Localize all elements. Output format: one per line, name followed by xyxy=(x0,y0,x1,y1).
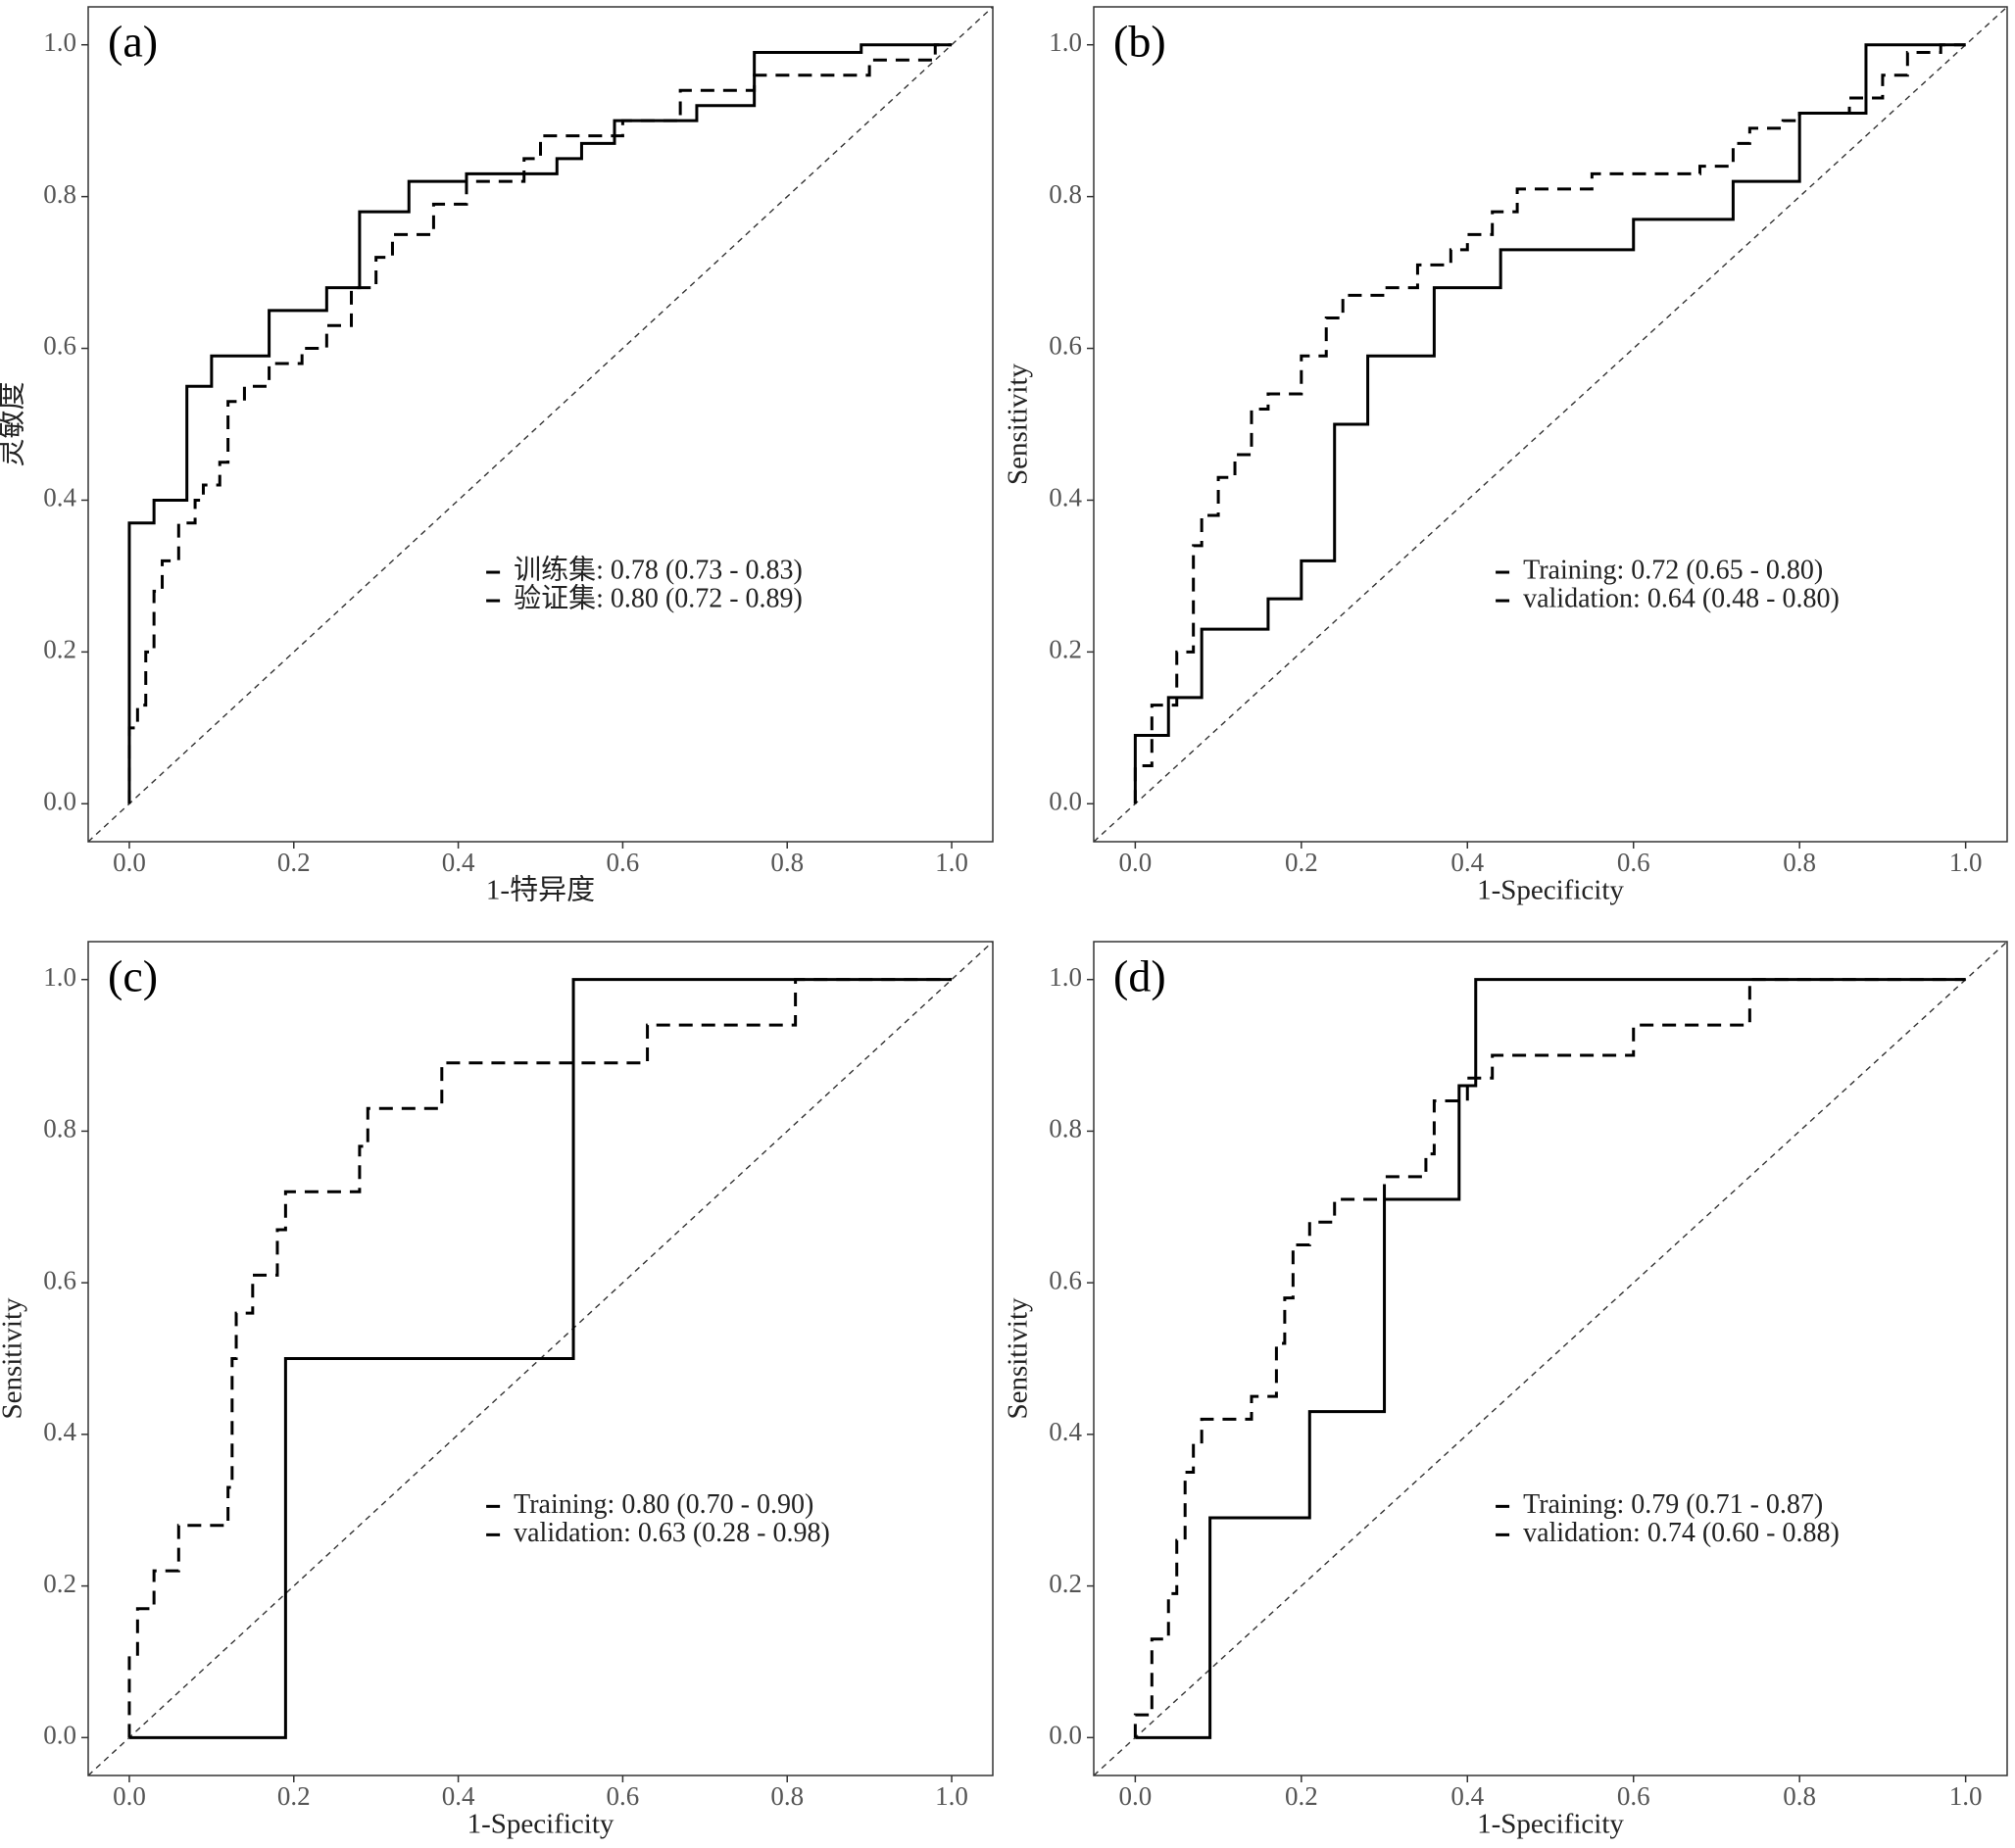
y-tick-label: 0.0 xyxy=(1049,786,1082,815)
y-axis-label: Sensitivity xyxy=(0,1297,28,1420)
x-tick-label: 0.2 xyxy=(277,848,311,877)
legend-label: Training: 0.79 (0.71 - 0.87) xyxy=(1523,1489,1823,1520)
y-axis-label: Sensitivity xyxy=(1003,363,1034,485)
roc-curve xyxy=(1133,43,1966,804)
panel-title: (d) xyxy=(1113,951,1166,1001)
x-tick-label: 1.0 xyxy=(1949,848,1983,877)
x-tick-label: 0.2 xyxy=(1285,1781,1318,1811)
y-tick-label: 0.4 xyxy=(1049,483,1082,512)
panel-title: (c) xyxy=(108,951,158,1001)
y-tick-label: 1.0 xyxy=(43,27,76,57)
x-axis-label: 1-特异度 xyxy=(486,874,595,906)
x-tick-label: 1.0 xyxy=(935,1781,968,1811)
legend-label: 验证集: 0.80 (0.72 - 0.89) xyxy=(514,582,803,613)
panel: 0.0 0.2 0.4 0.6 0.8 1.0 0.0 0.2 0.4 0.6 0.8 1.0 1-Sp… xyxy=(1003,941,2008,1840)
x-tick-label: 0.0 xyxy=(1118,1781,1152,1811)
y-tick-label: 0.8 xyxy=(43,179,76,209)
x-tick-label: 1.0 xyxy=(1949,1781,1983,1811)
y-tick-label: 1.0 xyxy=(43,962,76,992)
x-tick-label: 0.8 xyxy=(770,1781,804,1811)
roc-curve xyxy=(1135,978,1966,1739)
y-tick-label: 1.0 xyxy=(1049,27,1082,57)
y-tick-label: 0.4 xyxy=(1049,1417,1082,1446)
reference-diagonal xyxy=(1093,941,2008,1776)
y-tick-label: 0.8 xyxy=(43,1114,76,1143)
legend-label: validation: 0.63 (0.28 - 0.98) xyxy=(514,1518,830,1548)
y-tick-label: 0.6 xyxy=(43,1265,76,1294)
plot-frame xyxy=(1093,941,2008,1776)
y-tick-label: 0.4 xyxy=(43,483,76,512)
x-tick-label: 1.0 xyxy=(935,848,968,877)
plot-frame xyxy=(1093,6,2008,843)
plot-frame xyxy=(87,941,994,1776)
y-tick-label: 0.6 xyxy=(1049,1265,1082,1294)
y-tick-label: 0.2 xyxy=(43,635,76,664)
y-tick-label: 0.2 xyxy=(1049,635,1082,664)
legend-label: validation: 0.64 (0.48 - 0.80) xyxy=(1523,583,1840,613)
y-axis-label: Sensitivity xyxy=(1003,1297,1034,1420)
x-tick-label: 0.2 xyxy=(1285,848,1318,877)
x-axis-label: 1-Specificity xyxy=(1477,875,1624,906)
legend-label: 训练集: 0.78 (0.73 - 0.83) xyxy=(514,554,803,585)
y-tick-label: 0.2 xyxy=(1049,1569,1082,1598)
panel: 0.0 0.2 0.4 0.6 0.8 1.0 0.0 0.2 0.4 0.6 0.8 1.0 1-特异… xyxy=(0,6,994,906)
legend-label: validation: 0.74 (0.60 - 0.88) xyxy=(1523,1518,1840,1548)
x-tick-label: 0.0 xyxy=(113,1781,146,1811)
roc-curve xyxy=(127,43,953,804)
x-tick-label: 0.4 xyxy=(1450,1781,1484,1811)
y-tick-label: 0.6 xyxy=(43,331,76,361)
y-axis-label: 灵敏度 xyxy=(0,381,28,466)
x-tick-label: 0.8 xyxy=(770,848,804,877)
x-tick-label: 0.4 xyxy=(442,1781,475,1811)
reference-diagonal xyxy=(1093,6,2008,843)
roc-curve xyxy=(128,978,953,1739)
y-tick-label: 0.6 xyxy=(1049,331,1082,361)
legend-label: Training: 0.80 (0.70 - 0.90) xyxy=(514,1489,813,1520)
x-tick-label: 0.0 xyxy=(1118,848,1152,877)
y-tick-label: 0.0 xyxy=(43,1721,76,1750)
x-axis-label: 1-Specificity xyxy=(1477,1809,1624,1840)
x-tick-label: 0.4 xyxy=(442,848,475,877)
x-tick-label: 0.6 xyxy=(607,848,640,877)
panel: 0.0 0.2 0.4 0.6 0.8 1.0 0.0 0.2 0.4 0.6 0.8 1.0 1-Sp… xyxy=(0,941,994,1840)
x-tick-label: 0.6 xyxy=(607,1781,640,1811)
y-tick-label: 0.0 xyxy=(43,786,76,815)
y-tick-label: 0.4 xyxy=(43,1417,76,1446)
y-tick-label: 0.2 xyxy=(43,1569,76,1598)
x-tick-label: 0.8 xyxy=(1783,1781,1816,1811)
x-tick-label: 0.8 xyxy=(1783,848,1816,877)
y-tick-label: 0.0 xyxy=(1049,1721,1082,1750)
x-tick-label: 0.6 xyxy=(1617,848,1650,877)
panel-title: (b) xyxy=(1113,17,1166,67)
plot-frame xyxy=(87,6,994,843)
y-tick-label: 1.0 xyxy=(1049,962,1082,992)
y-tick-label: 0.8 xyxy=(1049,1114,1082,1143)
panel-title: (a) xyxy=(108,17,158,67)
panel: 0.0 0.2 0.4 0.6 0.8 1.0 0.0 0.2 0.4 0.6 0.8 1.0 1-Sp… xyxy=(1003,6,2008,906)
x-tick-label: 0.2 xyxy=(277,1781,311,1811)
x-axis-label: 1-Specificity xyxy=(467,1809,614,1840)
roc-curve xyxy=(127,978,953,1738)
x-tick-label: 0.6 xyxy=(1617,1781,1650,1811)
reference-diagonal xyxy=(87,6,994,843)
x-tick-label: 0.4 xyxy=(1450,848,1484,877)
x-tick-label: 0.0 xyxy=(113,848,146,877)
legend-label: Training: 0.72 (0.65 - 0.80) xyxy=(1523,555,1823,585)
y-tick-label: 0.8 xyxy=(1049,179,1082,209)
